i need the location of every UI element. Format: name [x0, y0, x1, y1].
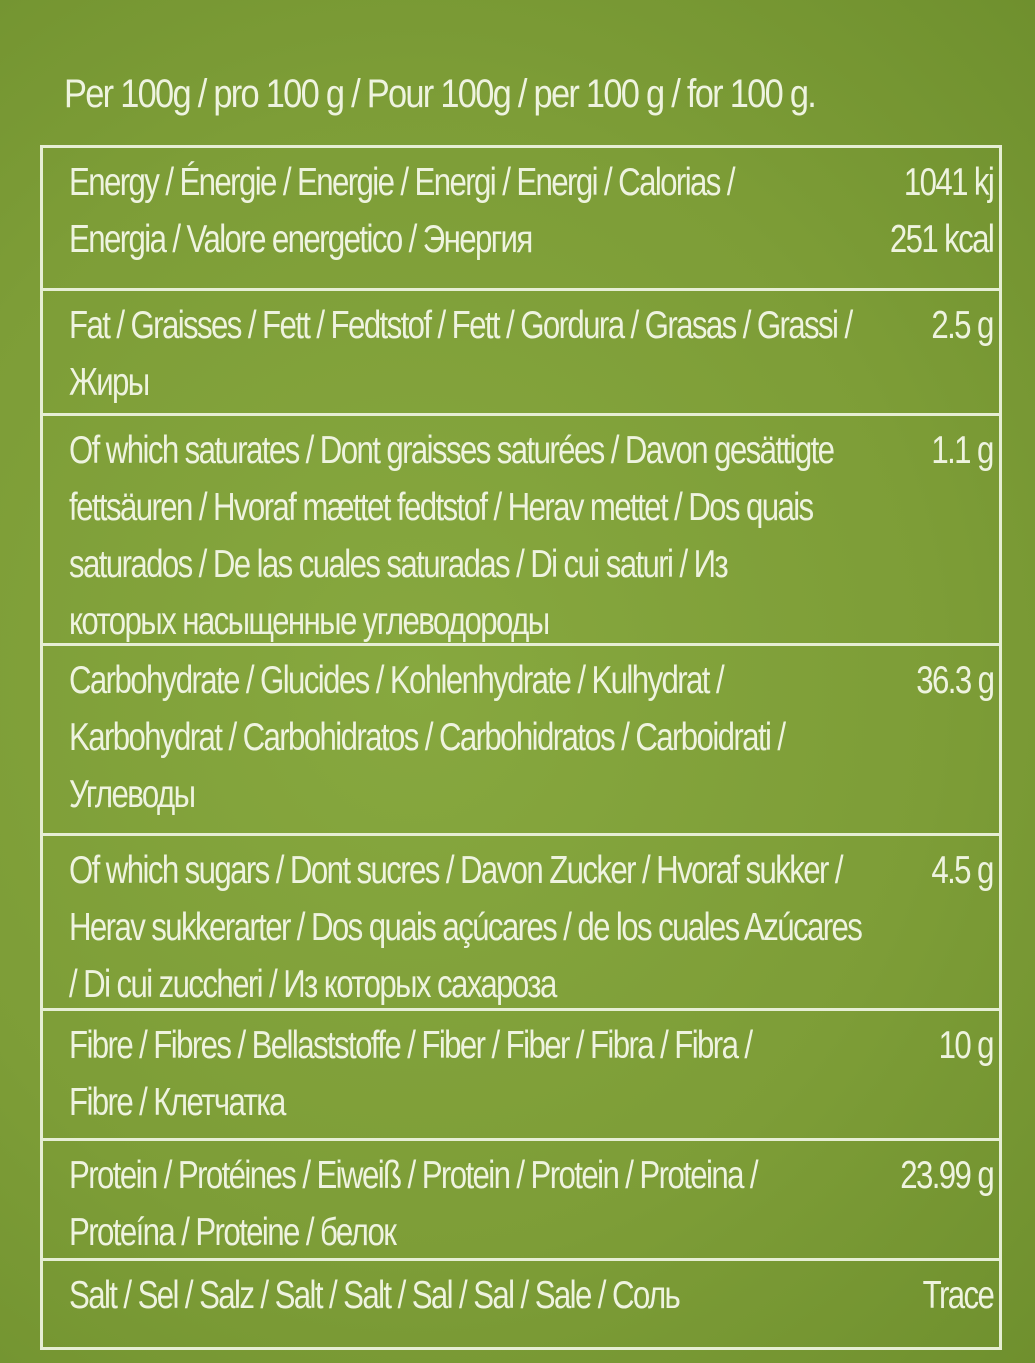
row-value: 2.5 g — [931, 304, 995, 347]
nutrition-table: Energy / Énergie / Energie / Energi / En… — [40, 145, 1002, 1350]
row-value: 1041 kj 251 kcal — [889, 161, 995, 261]
row-value: 1.1 g — [931, 429, 995, 472]
table-row-saturates: Of which saturates / Dont graisses satur… — [43, 413, 999, 646]
table-row-sugars: Of which sugars / Dont sucres / Davon Zu… — [43, 833, 999, 1011]
table-header: Per 100g / pro 100 g / Pour 100g / per 1… — [64, 72, 817, 116]
row-value: 36.3 g — [915, 659, 995, 702]
row-label: Of which sugars / Dont sucres / Davon Zu… — [69, 849, 863, 1006]
table-row-fat: Fat / Graisses / Fett / Fedtstof / Fett … — [43, 288, 999, 416]
table-row-energy: Energy / Énergie / Energie / Energi / En… — [43, 148, 999, 288]
row-label: Protein / Protéines / Eiweiß / Protein /… — [69, 1154, 759, 1254]
row-value: 4.5 g — [931, 849, 995, 892]
table-row-fibre: Fibre / Fibres / Bellaststoffe / Fiber /… — [43, 1008, 999, 1141]
row-label: Energy / Énergie / Energie / Energi / En… — [69, 161, 736, 261]
row-value: Trace — [922, 1274, 994, 1317]
row-label: Of which saturates / Dont graisses satur… — [69, 429, 835, 643]
table-row-protein: Protein / Protéines / Eiweiß / Protein /… — [43, 1138, 999, 1261]
row-label: Carbohydrate / Glucides / Kohlenhydrate … — [69, 659, 786, 816]
row-label: Fibre / Fibres / Bellaststoffe / Fiber /… — [69, 1024, 753, 1124]
table-row-carbohydrate: Carbohydrate / Glucides / Kohlenhydrate … — [43, 643, 999, 836]
row-value: 23.99 g — [900, 1154, 995, 1197]
table-row-salt: Salt / Sel / Salz / Salt / Salt / Sal / … — [43, 1258, 999, 1353]
row-label: Fat / Graisses / Fett / Fedtstof / Fett … — [69, 304, 853, 404]
row-value: 10 g — [938, 1024, 995, 1067]
row-label: Salt / Sel / Salz / Salt / Salt / Sal / … — [69, 1274, 681, 1317]
